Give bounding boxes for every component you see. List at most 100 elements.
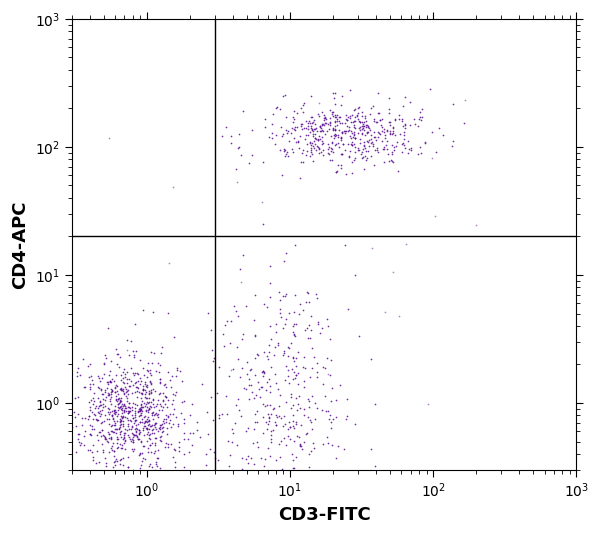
Point bbox=[169, 405, 178, 414]
Point bbox=[242, 385, 251, 393]
Point bbox=[151, 433, 160, 442]
Point bbox=[331, 132, 340, 140]
Point bbox=[145, 369, 154, 378]
Point bbox=[147, 429, 157, 438]
Point bbox=[116, 411, 126, 420]
Point bbox=[258, 429, 268, 437]
Point bbox=[141, 381, 151, 390]
Point bbox=[310, 140, 320, 148]
Point bbox=[117, 404, 127, 412]
Point bbox=[117, 399, 127, 408]
Point bbox=[147, 463, 157, 471]
Point bbox=[370, 114, 379, 123]
Point bbox=[130, 369, 140, 377]
Point bbox=[208, 357, 218, 365]
Point bbox=[283, 151, 293, 160]
Point bbox=[92, 415, 102, 424]
Point bbox=[119, 407, 128, 416]
Point bbox=[395, 129, 404, 138]
Point bbox=[268, 109, 278, 118]
Point bbox=[290, 240, 300, 249]
Point bbox=[103, 388, 113, 397]
Point bbox=[299, 98, 309, 107]
Point bbox=[291, 472, 301, 480]
Point bbox=[259, 367, 268, 376]
Point bbox=[94, 427, 104, 436]
Point bbox=[130, 467, 140, 475]
Point bbox=[167, 400, 177, 409]
Point bbox=[277, 437, 286, 446]
Point bbox=[132, 383, 142, 392]
Point bbox=[170, 446, 180, 454]
Point bbox=[359, 122, 369, 131]
Point bbox=[258, 400, 268, 408]
Point bbox=[291, 394, 301, 402]
Point bbox=[139, 399, 148, 407]
Point bbox=[148, 400, 158, 408]
Point bbox=[110, 406, 120, 415]
Point bbox=[140, 380, 150, 389]
Point bbox=[332, 120, 341, 129]
Point bbox=[235, 130, 244, 139]
Point bbox=[327, 156, 337, 164]
Point bbox=[132, 431, 142, 440]
Point bbox=[134, 377, 143, 385]
Point bbox=[65, 379, 74, 388]
Point bbox=[122, 336, 132, 345]
Point bbox=[95, 376, 105, 385]
Point bbox=[154, 359, 163, 368]
Point bbox=[129, 419, 139, 427]
Point bbox=[128, 347, 138, 355]
Point bbox=[305, 152, 314, 160]
Point bbox=[299, 383, 309, 391]
Point bbox=[131, 427, 141, 435]
Point bbox=[382, 144, 392, 153]
Point bbox=[264, 340, 274, 349]
Point bbox=[142, 383, 152, 391]
Point bbox=[123, 408, 133, 417]
Point bbox=[133, 425, 142, 433]
Point bbox=[362, 146, 371, 155]
Point bbox=[97, 419, 106, 427]
Point bbox=[235, 406, 244, 415]
Point bbox=[308, 496, 317, 505]
Point bbox=[314, 136, 323, 144]
Point bbox=[369, 160, 379, 169]
Point bbox=[332, 412, 341, 421]
Point bbox=[388, 124, 398, 132]
Point bbox=[372, 146, 382, 154]
Point bbox=[148, 415, 158, 423]
Point bbox=[391, 116, 400, 124]
Point bbox=[289, 148, 298, 156]
Point bbox=[323, 120, 333, 129]
Point bbox=[326, 418, 335, 426]
Point bbox=[335, 113, 345, 122]
Point bbox=[100, 386, 110, 394]
Point bbox=[287, 145, 296, 154]
Point bbox=[273, 339, 283, 347]
Point bbox=[107, 393, 116, 402]
Point bbox=[373, 148, 383, 156]
Point bbox=[134, 435, 143, 444]
Point bbox=[354, 103, 364, 112]
Point bbox=[92, 402, 101, 410]
Point bbox=[277, 502, 286, 510]
Point bbox=[332, 114, 341, 123]
Point bbox=[336, 134, 346, 143]
Point bbox=[133, 370, 143, 379]
Point bbox=[116, 454, 126, 463]
Point bbox=[360, 144, 370, 152]
Point bbox=[109, 377, 119, 385]
Point bbox=[261, 385, 271, 394]
Point bbox=[85, 412, 94, 421]
Point bbox=[307, 425, 317, 434]
Point bbox=[335, 119, 345, 127]
Point bbox=[275, 391, 284, 399]
Point bbox=[203, 308, 212, 317]
Point bbox=[112, 438, 121, 447]
Point bbox=[349, 131, 359, 139]
Point bbox=[280, 411, 289, 420]
Point bbox=[107, 434, 116, 443]
Point bbox=[346, 126, 356, 135]
Point bbox=[272, 472, 282, 480]
